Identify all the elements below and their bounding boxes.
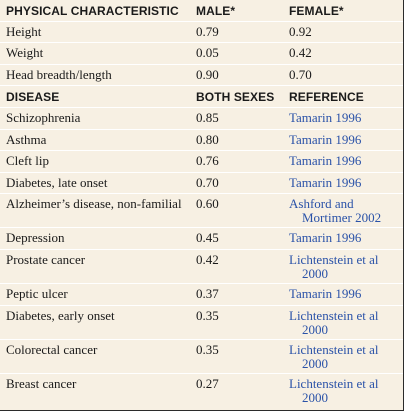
table-row: Alzheimer’s disease, non-familial 0.60 A… bbox=[0, 194, 403, 229]
reference-link[interactable]: Lichtenstein et al 2000 bbox=[289, 251, 379, 281]
reference-link[interactable]: Tamarin 1996 bbox=[289, 153, 362, 169]
reference-link[interactable]: Lichtenstein et al 2000 bbox=[289, 375, 379, 405]
heritability-value: 0.35 bbox=[196, 307, 219, 323]
reference-line-1: Ashford and bbox=[289, 196, 354, 212]
table-row: Schizophrenia 0.85 Tamarin 1996 bbox=[0, 108, 403, 130]
header-physical-characteristic: PHYSICAL CHARACTERISTIC bbox=[6, 4, 179, 18]
heritability-value: 0.76 bbox=[196, 153, 219, 169]
heritability-value: 0.42 bbox=[196, 251, 219, 267]
table-row: Head breadth/length 0.90 0.70 bbox=[0, 65, 403, 87]
row-label: Height bbox=[6, 23, 42, 39]
disease-label: Diabetes, late onset bbox=[6, 174, 108, 190]
reference-link[interactable]: Tamarin 1996 bbox=[289, 285, 362, 301]
reference-line-1: Lichtenstein et al bbox=[289, 375, 379, 391]
reference-link[interactable]: Lichtenstein et al 2000 bbox=[289, 307, 379, 337]
disease-label: Depression bbox=[6, 230, 65, 246]
heritability-value: 0.80 bbox=[196, 131, 219, 147]
reference-line-2: 2000 bbox=[302, 389, 328, 405]
reference-link[interactable]: Tamarin 1996 bbox=[289, 131, 362, 147]
heritability-value: 0.45 bbox=[196, 230, 219, 246]
reference-line-2: 2000 bbox=[302, 321, 328, 337]
heritability-value: 0.27 bbox=[196, 375, 219, 391]
heritability-value: 0.35 bbox=[196, 341, 219, 357]
reference-link[interactable]: Ashford and Mortimer 2002 bbox=[289, 197, 381, 225]
disease-header-row: DISEASE BOTH SEXES REFERENCE bbox=[0, 86, 403, 108]
female-value: 0.42 bbox=[289, 45, 312, 61]
disease-label: Asthma bbox=[6, 131, 47, 147]
reference-link[interactable]: Tamarin 1996 bbox=[289, 109, 362, 125]
table-row: Prostate cancer 0.42 Lichtenstein et al … bbox=[0, 250, 403, 284]
row-label: Head breadth/length bbox=[6, 66, 112, 82]
disease-label: Peptic ulcer bbox=[6, 285, 68, 301]
reference-line-2: 2000 bbox=[302, 265, 328, 281]
table-row: Peptic ulcer 0.37 Tamarin 1996 bbox=[0, 284, 403, 306]
reference-link[interactable]: Tamarin 1996 bbox=[289, 230, 362, 246]
reference-line-1: Lichtenstein et al bbox=[289, 341, 379, 357]
header-both-sexes: BOTH SEXES bbox=[196, 90, 275, 105]
reference-line-1: Lichtenstein et al bbox=[289, 251, 379, 267]
female-value: 0.70 bbox=[289, 66, 312, 82]
heritability-value: 0.37 bbox=[196, 285, 219, 301]
heritability-value: 0.85 bbox=[196, 109, 219, 125]
reference-line-1: Lichtenstein et al bbox=[289, 307, 379, 323]
table-row: Breast cancer 0.27 Lichtenstein et al 20… bbox=[0, 374, 403, 408]
table-row: Cleft lip 0.76 Tamarin 1996 bbox=[0, 151, 403, 173]
header-male: MALE* bbox=[196, 4, 236, 18]
table-row: Depression 0.45 Tamarin 1996 bbox=[0, 228, 403, 250]
reference-line-2: 2000 bbox=[302, 355, 328, 371]
table-row: Height 0.79 0.92 bbox=[0, 22, 403, 44]
header-female: FEMALE* bbox=[289, 4, 344, 18]
reference-link[interactable]: Lichtenstein et al 2000 bbox=[289, 341, 379, 371]
row-label: Weight bbox=[6, 45, 44, 61]
disease-label: Schizophrenia bbox=[6, 109, 81, 125]
male-value: 0.90 bbox=[196, 66, 219, 82]
table-row: Asthma 0.80 Tamarin 1996 bbox=[0, 130, 403, 152]
header-reference: REFERENCE bbox=[289, 90, 364, 105]
heritability-value: 0.60 bbox=[196, 196, 219, 212]
heritability-value: 0.70 bbox=[196, 174, 219, 190]
table-row: Colorectal cancer 0.35 Lichtenstein et a… bbox=[0, 340, 403, 374]
disease-label: Diabetes, early onset bbox=[6, 307, 115, 323]
female-value: 0.92 bbox=[289, 23, 312, 39]
table-row: Weight 0.05 0.42 bbox=[0, 43, 403, 65]
disease-label: Breast cancer bbox=[6, 375, 77, 391]
disease-label: Colorectal cancer bbox=[6, 341, 98, 357]
physical-header-row: PHYSICAL CHARACTERISTIC MALE* FEMALE* bbox=[0, 0, 403, 22]
disease-label: Prostate cancer bbox=[6, 251, 86, 267]
table-row: Diabetes, late onset 0.70 Tamarin 1996 bbox=[0, 173, 403, 195]
disease-label: Alzheimer’s disease, non-familial bbox=[6, 196, 182, 212]
table-row: Diabetes, early onset 0.35 Lichtenstein … bbox=[0, 306, 403, 340]
reference-link[interactable]: Tamarin 1996 bbox=[289, 174, 362, 190]
disease-label: Cleft lip bbox=[6, 153, 49, 169]
reference-line-2: Mortimer 2002 bbox=[302, 210, 382, 226]
header-disease: DISEASE bbox=[6, 90, 60, 105]
male-value: 0.79 bbox=[196, 23, 219, 39]
male-value: 0.05 bbox=[196, 45, 219, 61]
